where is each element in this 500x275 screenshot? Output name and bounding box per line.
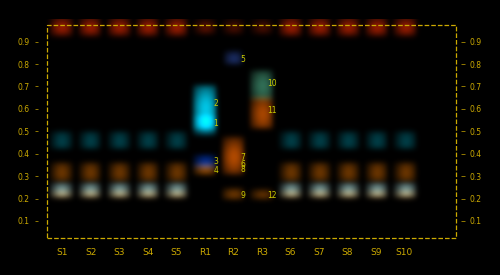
Text: 6: 6 xyxy=(240,160,246,169)
Text: 7: 7 xyxy=(240,153,246,162)
Text: 2: 2 xyxy=(214,99,218,108)
Text: 5: 5 xyxy=(240,55,246,64)
Text: 9: 9 xyxy=(240,191,246,200)
Text: 12: 12 xyxy=(268,191,277,200)
Text: 1: 1 xyxy=(214,119,218,128)
Text: 10: 10 xyxy=(268,79,277,88)
Text: 3: 3 xyxy=(214,157,218,166)
Text: 11: 11 xyxy=(268,106,277,114)
Text: 4: 4 xyxy=(214,166,218,175)
Text: 8: 8 xyxy=(240,165,246,174)
